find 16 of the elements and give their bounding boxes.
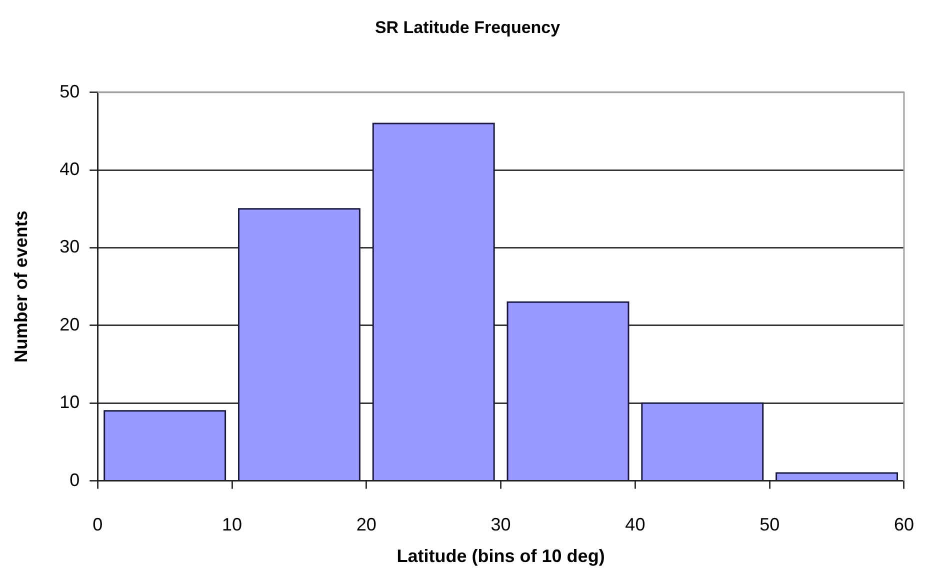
x-tick-label: 30 [490, 514, 511, 535]
x-tick-label: 60 [894, 514, 914, 535]
y-tick-label: 0 [70, 470, 80, 490]
y-tick-label: 10 [60, 392, 80, 412]
y-tick-label: 30 [60, 236, 80, 257]
y-tick-label: 20 [60, 314, 80, 334]
x-axis-title: Latitude (bins of 10 deg) [396, 546, 605, 566]
x-tick-label: 0 [92, 514, 103, 535]
y-tick-label: 50 [60, 81, 80, 102]
y-tick-label: 40 [60, 159, 80, 180]
x-tick-label: 20 [356, 514, 376, 535]
chart-title: SR Latitude Frequency [374, 18, 561, 37]
x-tick-label: 10 [222, 514, 242, 535]
y-axis-title: Number of events [10, 210, 31, 363]
x-tick-label: 40 [625, 514, 646, 535]
x-tick-label: 50 [760, 514, 780, 535]
